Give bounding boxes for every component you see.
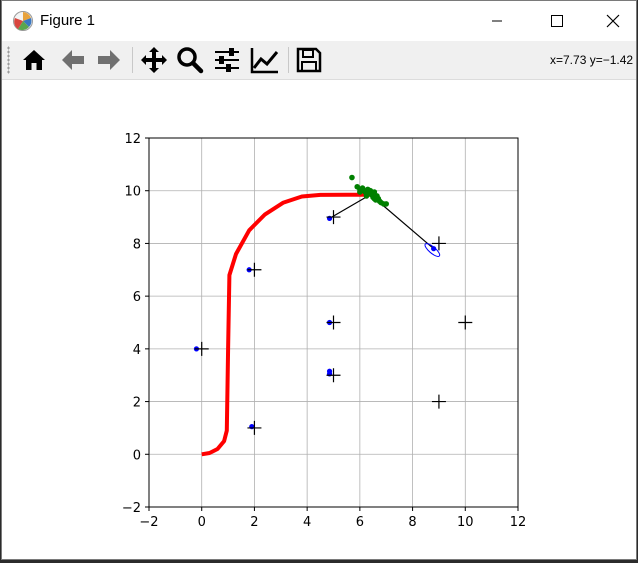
customize-button[interactable] [249, 44, 281, 76]
observation-line [329, 194, 371, 219]
arrow-right-icon [98, 50, 120, 70]
subplots-button[interactable] [211, 44, 243, 76]
x-tick-label: 12 [510, 515, 527, 530]
robot-path-line [201, 192, 373, 457]
plot-area [193, 174, 473, 457]
y-tick-label: 0 [133, 448, 141, 463]
move-icon [141, 47, 167, 73]
landmark-marker [326, 210, 341, 225]
landmark-estimate-point [431, 246, 437, 252]
pan-button[interactable] [138, 44, 170, 76]
line-chart-icon [250, 48, 279, 74]
maximize-button[interactable] [534, 1, 580, 41]
x-tick-label: 8 [408, 515, 416, 530]
plot-svg[interactable]: −2 0 2 4 6 8 10 12 −2 0 2 4 6 8 10 12 [2, 80, 636, 559]
minimize-button[interactable] [474, 1, 520, 41]
x-tick-label: 0 [198, 515, 206, 530]
toolbar-separator [132, 47, 133, 73]
toolbar-separator [288, 47, 289, 73]
particle-point [357, 189, 363, 195]
y-tick-label: −2 [122, 501, 141, 516]
x-tick-label: 10 [457, 515, 474, 530]
figure-canvas[interactable]: −2 0 2 4 6 8 10 12 −2 0 2 4 6 8 10 12 [2, 80, 636, 559]
landmark-marker [326, 315, 341, 330]
sliders-icon [215, 48, 239, 72]
close-icon [606, 14, 620, 28]
matplotlib-logo-icon [13, 11, 33, 31]
toolbar-grip[interactable] [7, 46, 10, 74]
title-bar[interactable]: Figure 1 [2, 1, 636, 41]
zoom-button[interactable] [174, 44, 206, 76]
landmark-marker [247, 262, 262, 277]
x-tick-label: −2 [139, 515, 158, 530]
close-button[interactable] [590, 1, 636, 41]
y-tick-label: 6 [133, 290, 141, 305]
y-tick-label: 2 [133, 396, 141, 411]
landmark-marker [247, 420, 262, 435]
particle-point [371, 189, 378, 195]
save-icon [296, 47, 322, 73]
save-button[interactable] [293, 44, 325, 76]
forward-button[interactable] [93, 44, 125, 76]
cursor-coordinates: x=7.73 y=−1.42 [550, 53, 634, 67]
x-tick-label: 2 [250, 515, 258, 530]
x-tick-label: 4 [303, 515, 311, 530]
axes-frame [148, 137, 519, 508]
navigation-toolbar [2, 41, 636, 80]
y-tick-label: 8 [133, 237, 141, 252]
minimize-icon [492, 20, 502, 22]
arrow-left-icon [62, 50, 84, 70]
landmark-marker [431, 394, 446, 409]
landmark-marker [326, 368, 341, 383]
back-button[interactable] [57, 44, 89, 76]
particle-point [349, 174, 355, 181]
y-tick-label: 12 [124, 132, 141, 147]
particle-point [363, 193, 370, 199]
zoom-icon [177, 47, 204, 74]
home-icon [23, 50, 45, 70]
landmark-marker [458, 315, 473, 330]
home-button[interactable] [18, 44, 50, 76]
x-tick-label: 6 [356, 515, 364, 530]
landmark-marker [431, 236, 446, 251]
maximize-icon [551, 15, 563, 27]
landmark-marker [194, 341, 209, 356]
y-tick-label: 10 [124, 185, 141, 200]
window-title: Figure 1 [40, 12, 96, 29]
particle-point [383, 201, 390, 207]
particle-point [371, 195, 378, 202]
y-tick-label: 4 [133, 343, 141, 358]
